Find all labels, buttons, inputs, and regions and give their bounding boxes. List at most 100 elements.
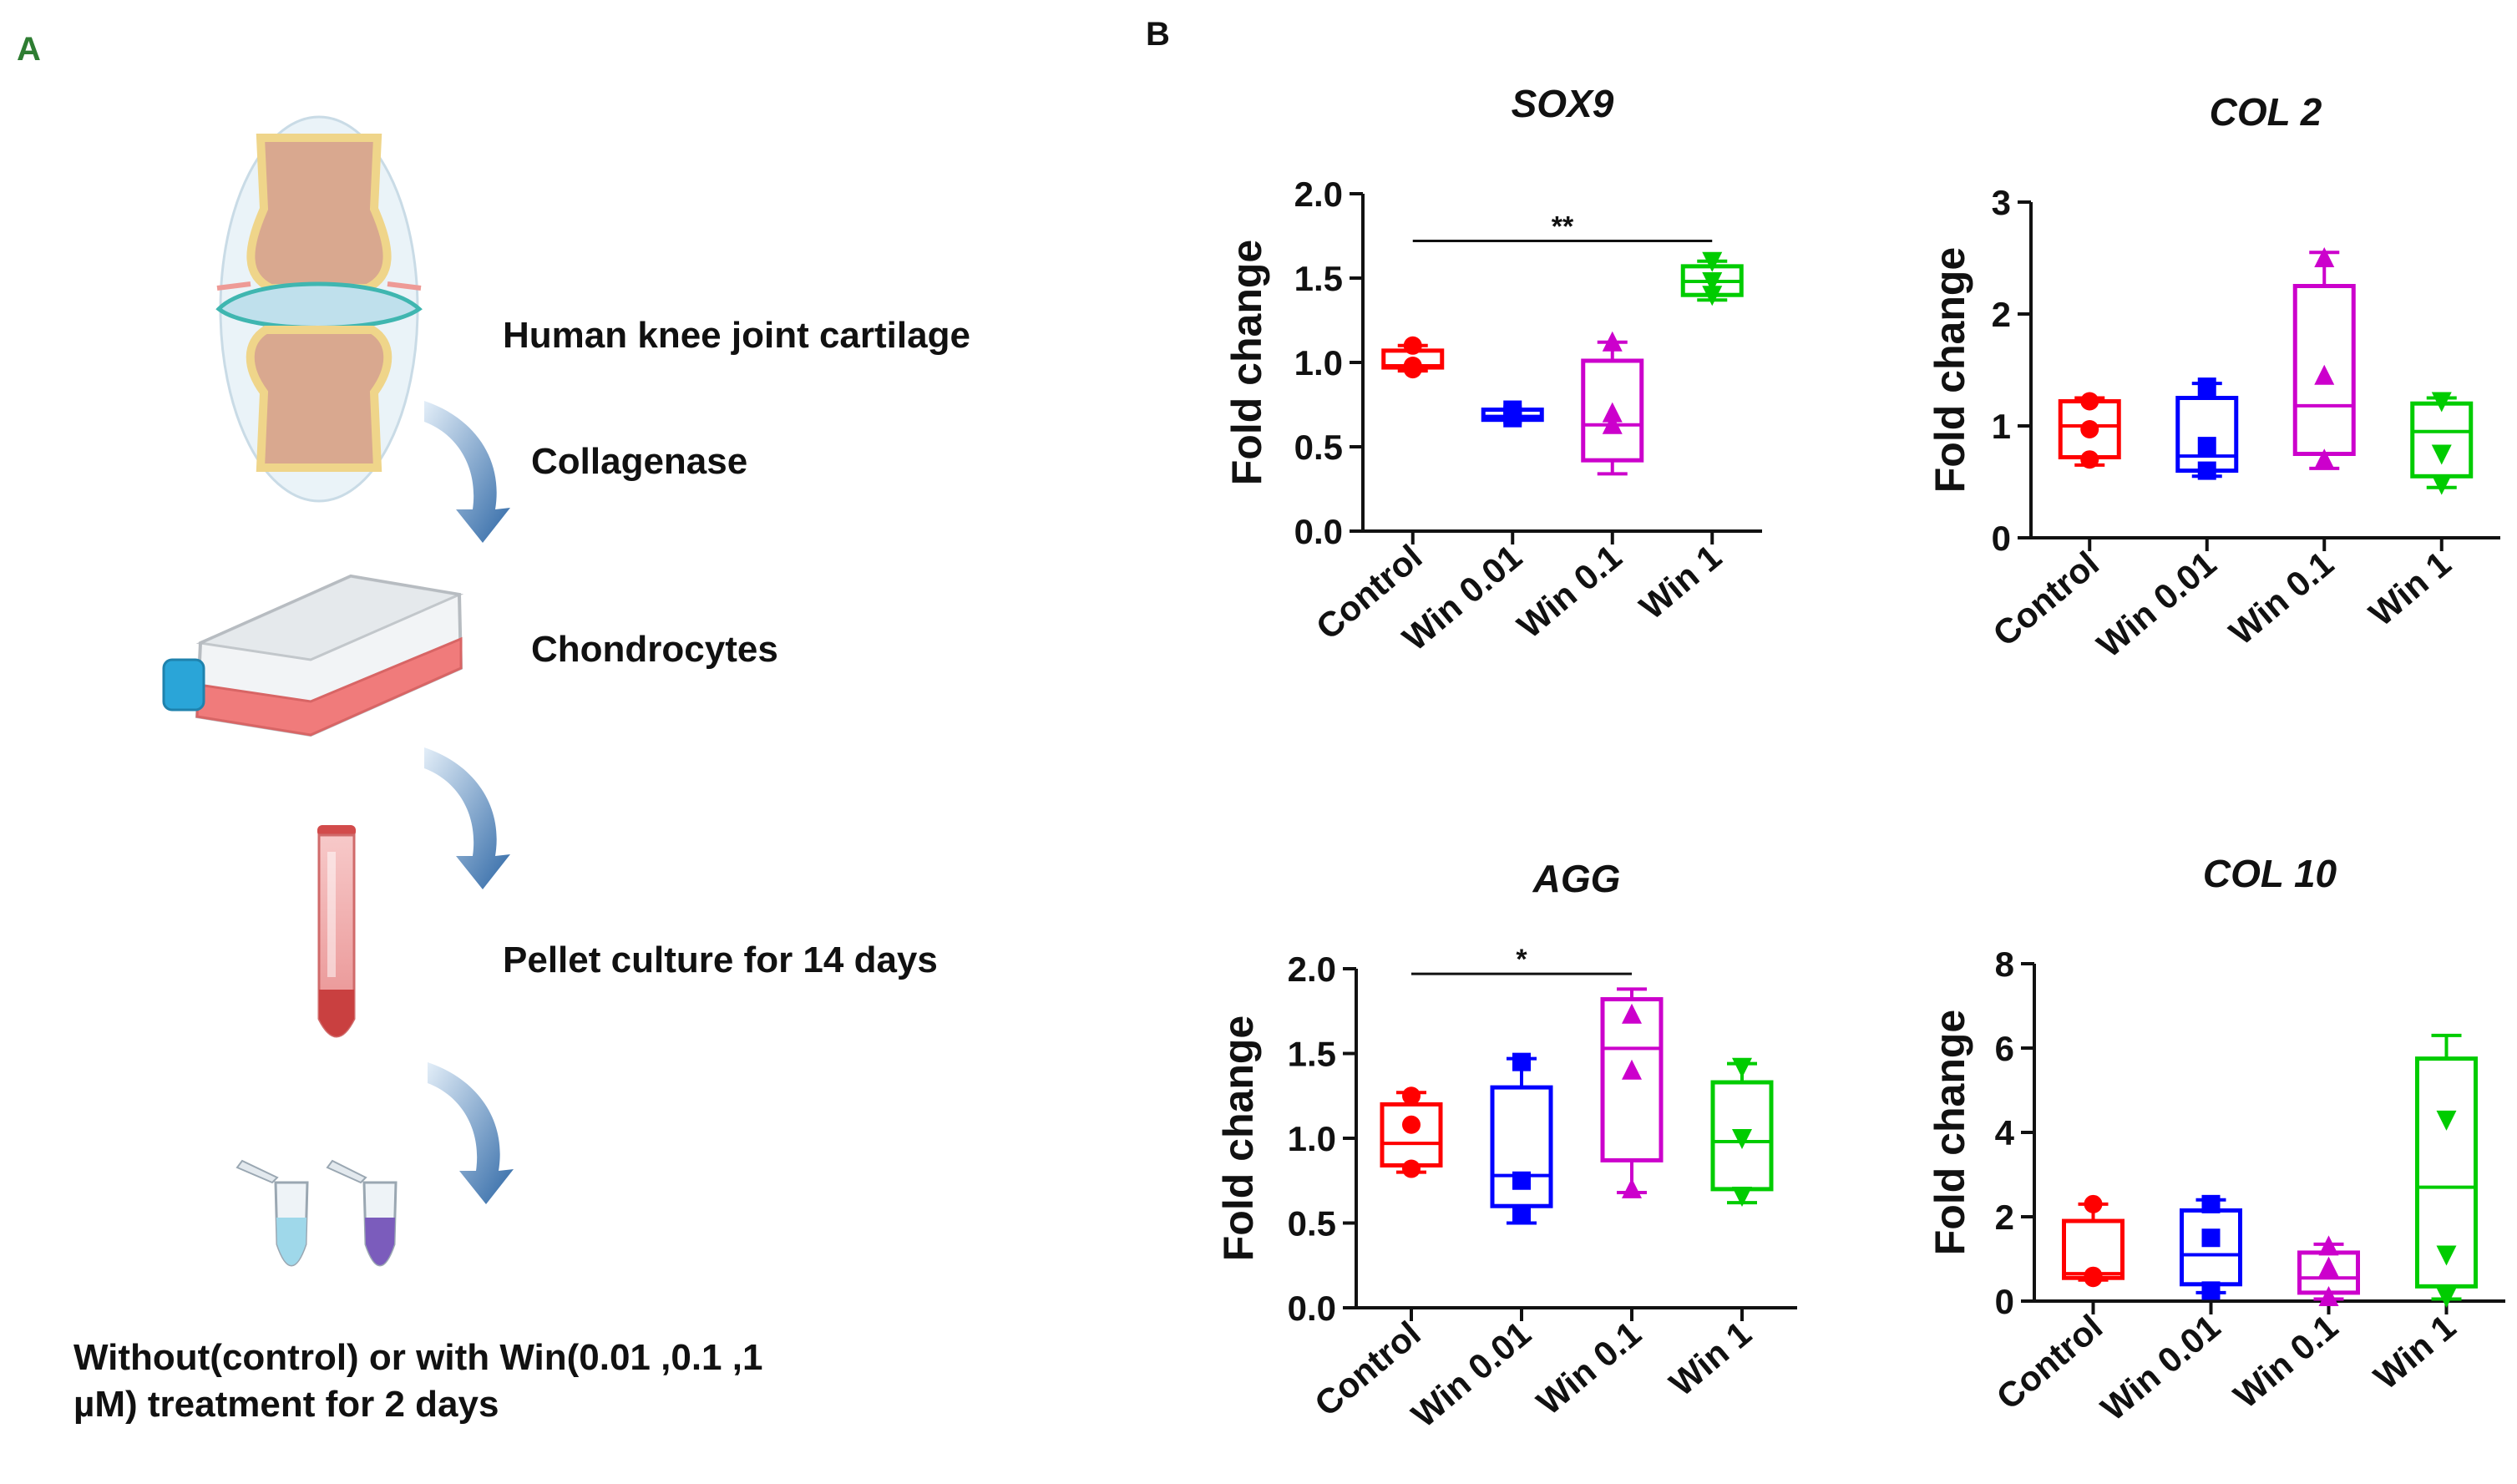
box-win-0-01 (2175, 377, 2239, 480)
data-point (1702, 251, 1723, 272)
box-iqr (2175, 396, 2239, 474)
curved-arrow-icon (428, 1062, 514, 1204)
data-point (2436, 1245, 2457, 1266)
y-tick-label: 6 (1995, 1029, 2014, 1068)
curved-arrow-icon (424, 401, 510, 543)
data-point (2314, 448, 2335, 469)
y-tick-label: 2 (1995, 1198, 2014, 1237)
y-tick-label: 0.0 (1294, 512, 1343, 551)
data-point (1702, 272, 1723, 293)
x-tick-label: Win 1 (1662, 1314, 1759, 1404)
data-point (2197, 377, 2216, 397)
box-win-0-1 (1600, 987, 1664, 1198)
chart-title: AGG (1532, 857, 1621, 900)
significance-label: ** (1552, 211, 1574, 243)
y-tick-label: 0 (1992, 519, 2011, 558)
step-label-knee: Human knee joint cartilage (503, 315, 970, 356)
data-point (2084, 1194, 2103, 1213)
data-point (1702, 286, 1723, 306)
data-point (2080, 450, 2099, 469)
x-tick-label: Win 1 (2362, 544, 2459, 634)
step-label-chondrocytes: Chondrocytes (531, 629, 778, 670)
data-point (1402, 1159, 1421, 1178)
y-tick-label: 1 (1992, 407, 2011, 446)
box-control (2058, 392, 2121, 469)
y-tick-label: 2 (1992, 295, 2011, 334)
data-point (1402, 1115, 1421, 1134)
data-point (2318, 1256, 2339, 1277)
data-point (1402, 1086, 1421, 1106)
box-win-1 (1710, 1057, 1774, 1208)
box-iqr (2410, 401, 2474, 479)
data-point (2314, 247, 2335, 267)
data-point (2201, 1228, 2221, 1248)
x-tick-label: Win 0.01 (2089, 544, 2223, 665)
y-tick-label: 2.0 (1294, 175, 1343, 214)
data-point (1732, 1129, 1752, 1149)
y-axis-label: Fold change (1927, 247, 1973, 493)
y-axis-label: Fold change (1223, 240, 1270, 485)
data-point (2197, 437, 2216, 456)
data-point (2084, 1269, 2103, 1288)
data-point (2080, 392, 2099, 411)
data-point (2318, 1285, 2339, 1306)
data-point (2080, 420, 2099, 439)
y-axis-label: Fold change (1927, 1010, 1973, 1255)
x-tick-label: Win 0.1 (2226, 1307, 2346, 1416)
treatment-line-1: Without(control) or with Win(0.01 ,0.1 ,… (73, 1337, 762, 1378)
data-point (2201, 1281, 2221, 1300)
x-tick-label: Win 0.1 (2221, 544, 2341, 652)
box-control (2062, 1194, 2125, 1288)
box-iqr (1581, 358, 1644, 463)
chart-title: COL 10 (2203, 852, 2337, 895)
panel-b-label: B (1146, 16, 1170, 53)
data-point (2436, 1287, 2457, 1308)
data-point (2197, 461, 2216, 480)
data-point (2431, 392, 2452, 413)
x-tick-label: Win 0.01 (1404, 1314, 1537, 1435)
chart-title: SOX9 (1512, 82, 1614, 125)
box-win-0-1 (2292, 247, 2356, 470)
data-point (1602, 402, 1623, 423)
data-point (1403, 360, 1422, 379)
box-win-0-01 (1490, 1052, 1553, 1225)
chart-title: COL 2 (2210, 90, 2322, 134)
data-point (1403, 336, 1422, 355)
microcentrifuge-tubes-icon (235, 1159, 398, 1267)
y-tick-label: 3 (1992, 183, 2011, 222)
y-tick-label: 8 (1995, 945, 2014, 984)
box-win-1 (2410, 392, 2474, 495)
box-win-0-01 (1481, 400, 1544, 428)
y-tick-label: 1.5 (1288, 1035, 1336, 1074)
test-tube-icon (317, 825, 356, 1038)
box-control (1380, 1086, 1443, 1178)
data-point (1602, 413, 1623, 434)
box-win-0-01 (2180, 1194, 2242, 1300)
box-iqr (2415, 1056, 2478, 1289)
y-tick-label: 4 (1995, 1113, 2015, 1152)
data-point (1622, 1003, 1642, 1024)
data-point (1622, 1059, 1642, 1080)
data-point (1512, 1205, 1531, 1224)
box-win-0-1 (2297, 1235, 2360, 1306)
y-tick-label: 0.0 (1288, 1289, 1336, 1328)
box-win-0-1 (1581, 331, 1644, 476)
treatment-line-2: µM) treatment for 2 days (73, 1384, 499, 1425)
x-tick-label: Control (1989, 1307, 2110, 1417)
x-tick-label: Win 1 (1632, 537, 1729, 627)
y-tick-label: 0.5 (1288, 1204, 1336, 1243)
box-iqr (1600, 997, 1664, 1162)
significance-label: * (1516, 944, 1527, 975)
data-point (1503, 408, 1522, 428)
x-tick-label: Win 1 (2367, 1307, 2464, 1397)
data-point (1732, 1057, 1752, 1078)
box-iqr (2180, 1208, 2242, 1287)
data-point (2201, 1194, 2221, 1213)
data-point (1512, 1171, 1531, 1190)
box-control (1381, 336, 1445, 379)
